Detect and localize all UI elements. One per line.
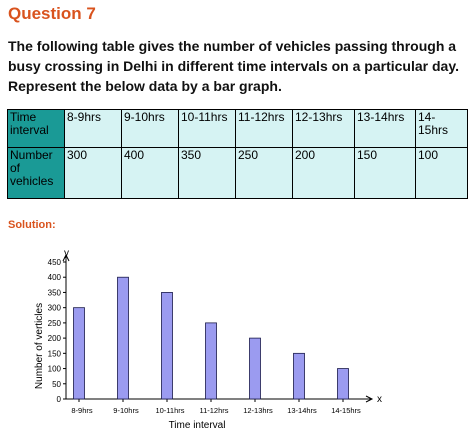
bar-10-11hrs	[161, 292, 173, 400]
y-tick-label: 100	[48, 365, 62, 374]
y-tick-label: 200	[48, 334, 62, 343]
bar-9-10hrs	[117, 276, 129, 400]
bar-13-14hrs	[293, 352, 305, 400]
bar-8-9hrs	[73, 307, 85, 400]
table-cell: 100	[415, 147, 468, 199]
chart-axes	[62, 253, 374, 403]
y-tick-label: 400	[48, 273, 62, 282]
table-cell: 400	[121, 147, 179, 199]
x-tick-label: 14-15hrs	[331, 406, 361, 415]
y-tick-label: 450	[48, 258, 62, 267]
chart-bars	[73, 276, 349, 400]
x-tick-label: 8-9hrs	[71, 406, 93, 415]
chart-ticks: 0 50 100 150 200 250 300 350 400 450 8-9hrs 9-10hrs…	[48, 258, 361, 415]
table-cell: 150	[354, 147, 416, 199]
x-axis-title: Time interval	[169, 420, 226, 431]
table-header-cell: Number of vehicles	[7, 147, 65, 199]
y-tick-label: 250	[48, 319, 62, 328]
x-tick-label: 10-11hrs	[155, 406, 184, 415]
x-axis-arrow	[365, 395, 374, 403]
y-axis-letter: y	[64, 248, 69, 259]
table-cell: 300	[64, 147, 122, 199]
question-title: Question 7	[8, 4, 96, 23]
x-tick-label: 11-12hrs	[199, 406, 228, 415]
bar-14-15hrs	[337, 368, 349, 400]
table-row-time-interval: Time interval 8-9hrs 9-10hrs 10-11hrs 11…	[7, 109, 468, 148]
bar-12-13hrs	[249, 337, 261, 400]
y-axis-title: Number of verticles	[34, 303, 45, 389]
y-axis-arrow	[62, 253, 70, 262]
table-cell: 8-9hrs	[64, 109, 122, 148]
question-text: The following table gives the number of …	[8, 38, 459, 94]
table-cell: 12-13hrs	[292, 109, 355, 148]
y-tick-label: 50	[52, 380, 61, 389]
y-tick-label: 150	[48, 349, 62, 358]
solution-label: Solution:	[8, 219, 56, 231]
y-tick-label: 0	[57, 395, 62, 404]
y-tick-label: 350	[48, 288, 62, 297]
table-cell: 350	[178, 147, 236, 199]
x-tick-label: 13-14hrs	[287, 406, 317, 415]
table-cell: 13-14hrs	[354, 109, 416, 148]
vehicle-table: Time interval 8-9hrs 9-10hrs 10-11hrs 11…	[7, 109, 468, 199]
x-tick-label: 12-13hrs	[243, 406, 273, 415]
table-row-number-of-vehicles: Number of vehicles 300 400 350 250 200 1…	[7, 147, 468, 199]
x-axis-letter: x	[377, 394, 382, 405]
y-tick-label: 300	[48, 304, 62, 313]
table-cell: 11-12hrs	[235, 109, 293, 148]
table-cell: 14-15hrs	[415, 109, 468, 148]
bar-11-12hrs	[205, 322, 217, 400]
x-tick-label: 9-10hrs	[113, 406, 139, 415]
